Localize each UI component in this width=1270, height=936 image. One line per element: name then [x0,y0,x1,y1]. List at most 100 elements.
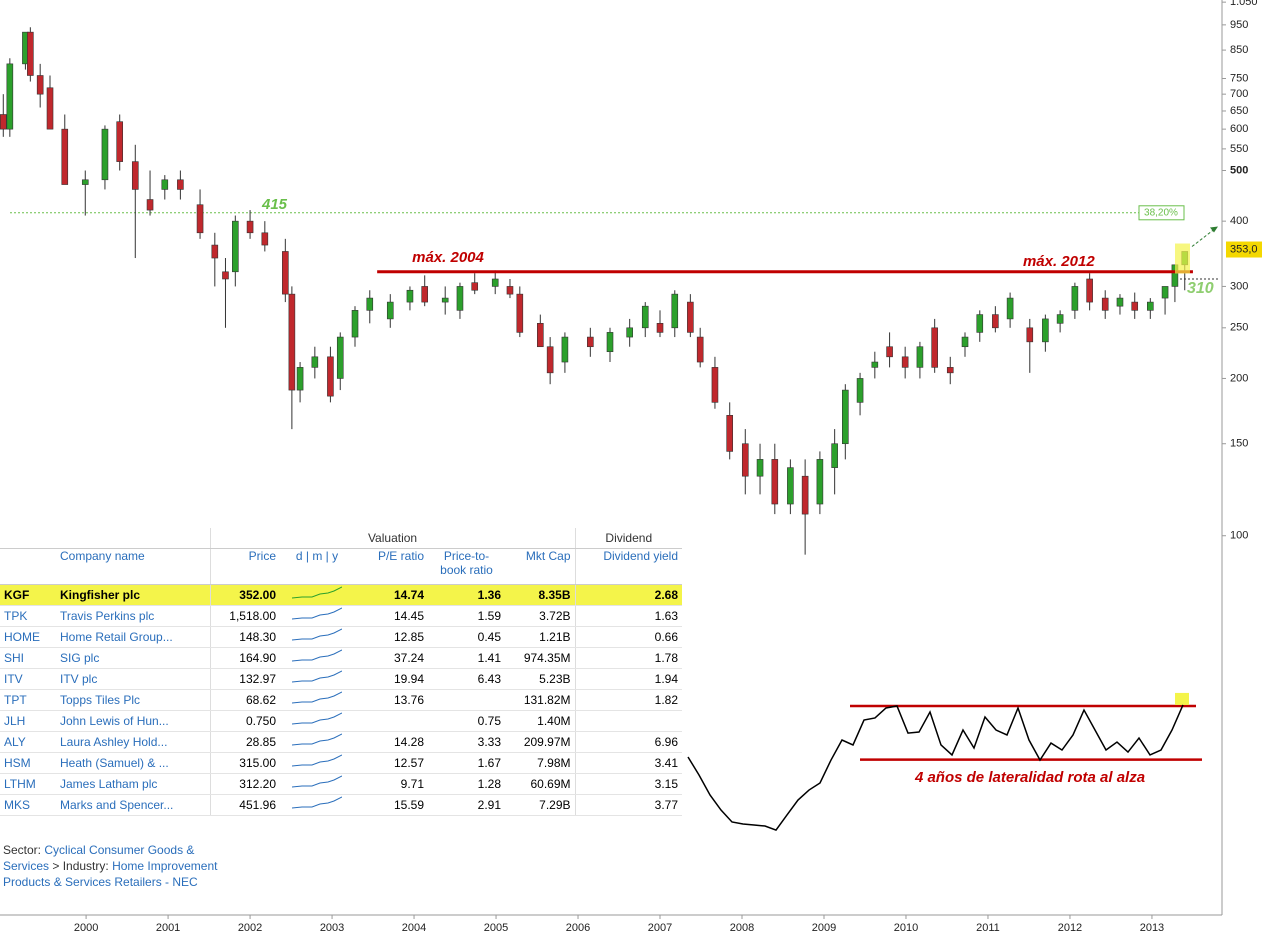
candle-body [177,179,184,190]
candle-body [771,459,779,505]
candle-body [916,346,924,368]
sector-info: Sector: Cyclical Consumer Goods & Servic… [3,842,218,890]
candle-body [6,63,14,130]
company-name: Travis Perkins plc [56,605,210,627]
candle-body [696,336,704,363]
sparkline-path [291,733,343,745]
cell: 1.63 [574,605,683,627]
sparkline [280,731,354,753]
x-tick-label: 2006 [566,922,590,934]
cell [574,710,683,732]
sector-link[interactable]: Cyclical Consumer Goods & Services [3,843,195,873]
x-tick-label: 2004 [402,922,426,934]
y-tick-label: 100 [1230,530,1248,542]
candle-body [711,367,719,403]
table-row[interactable]: HSM Heath (Samuel) & ... 315.00 12.57 1.67 7.… [0,752,683,774]
industry-label: > Industry: [52,859,109,873]
table-row[interactable]: TPT Topps Tiles Plc 68.62 13.76 131.82M 1.82 [0,689,683,711]
cell: 7.98M [505,752,576,774]
cell: 28.85 [209,731,280,753]
sparkline-path [291,754,343,766]
candle-body [842,389,849,445]
ticker: ITV [0,668,56,690]
y-tick-label: 550 [1230,143,1248,155]
y-tick-label: 250 [1230,322,1248,334]
cell: 1.40M [505,710,576,732]
candle-body [327,356,334,397]
candle-body [336,336,344,379]
candle-body [351,310,359,338]
cell: 37.24 [354,647,428,669]
candle-body [787,467,794,505]
table-row[interactable]: JLH John Lewis of Hun... 0.750 0.75 1.40M [0,710,683,732]
table-row[interactable]: MKS Marks and Spencer... 451.96 15.59 2.91 7.… [0,794,683,816]
cell: 1.41 [428,647,505,669]
sparkline-path [291,775,343,787]
candle-body [756,459,764,477]
candle-body [671,293,679,329]
table-row[interactable]: HOME Home Retail Group... 148.30 12.85 0.45 1… [0,626,683,648]
y-tick-label: 400 [1230,215,1248,227]
column-header[interactable]: Price [209,548,280,585]
column-header[interactable]: Mkt Cap [505,548,576,585]
table-row[interactable]: KGF Kingfisher plc 352.00 14.74 1.36 8.35B 2.6… [0,584,683,606]
cell: 1.21B [505,626,576,648]
trend-arrow [1191,229,1215,247]
candle-body [1131,301,1139,311]
sparkline-graphic [291,796,343,808]
sparkline [280,605,354,627]
inset-line [687,704,1184,831]
candle-body [626,327,633,338]
table-row[interactable]: LTHM James Latham plc 312.20 9.71 1.28 60.69M… [0,773,683,795]
candle-body [1056,314,1064,324]
candle-body [282,251,289,295]
x-tick-label: 2003 [320,922,344,934]
candle-body [441,297,449,303]
industry-link[interactable]: Home Improvement Products & Services Ret… [3,859,218,889]
table-row[interactable]: ITV ITV plc 132.97 19.94 6.43 5.23B 1.94 [0,668,683,690]
candle-body [886,346,893,358]
company-name: Topps Tiles Plc [56,689,210,711]
table-row[interactable]: TPK Travis Perkins plc 1,518.00 14.45 1.59 3.… [0,605,683,627]
column-header[interactable]: d | m | y [280,548,354,585]
sparkline-graphic [291,691,343,703]
column-header[interactable]: Price-to-book ratio [428,548,505,585]
column-header[interactable]: P/E ratio [354,548,428,585]
x-tick-label: 2011 [976,922,1000,934]
sparkline [280,752,354,774]
candle-body [1171,264,1179,287]
table-row[interactable]: SHI SIG plc 164.90 37.24 1.41 974.35M 1.78 [0,647,683,669]
column-header[interactable]: Company name [56,548,210,585]
company-name: Kingfisher plc [56,584,210,606]
candle-body [471,282,479,291]
table-row[interactable]: ALY Laura Ashley Hold... 28.85 14.28 3.33 209… [0,731,683,753]
cell [428,689,505,711]
candle-body [546,346,554,374]
candle-body [726,415,734,452]
ticker: LTHM [0,773,56,795]
candle-body [406,289,414,303]
candle-body [1101,297,1109,311]
cell: 2.91 [428,794,505,816]
x-tick-label: 2012 [1058,922,1082,934]
y-tick-label: 650 [1230,105,1248,117]
candle-body [537,323,544,348]
resistance-label: máx. 2004 [412,249,484,266]
candle-body [961,336,969,348]
candle-body [116,121,124,162]
candle-body [741,443,749,477]
cell: 0.45 [428,626,505,648]
sparkline-path [291,796,343,808]
cell: 3.41 [574,752,683,774]
candle-body [1161,286,1169,299]
candle-body [196,204,204,234]
sparkline-path [291,670,343,682]
ticker: SHI [0,647,56,669]
cell: 9.71 [354,773,428,795]
cell: 1.28 [428,773,505,795]
company-name: James Latham plc [56,773,210,795]
column-header[interactable]: Dividend yield [574,548,683,585]
sparkline [280,626,354,648]
sparkline [280,773,354,795]
